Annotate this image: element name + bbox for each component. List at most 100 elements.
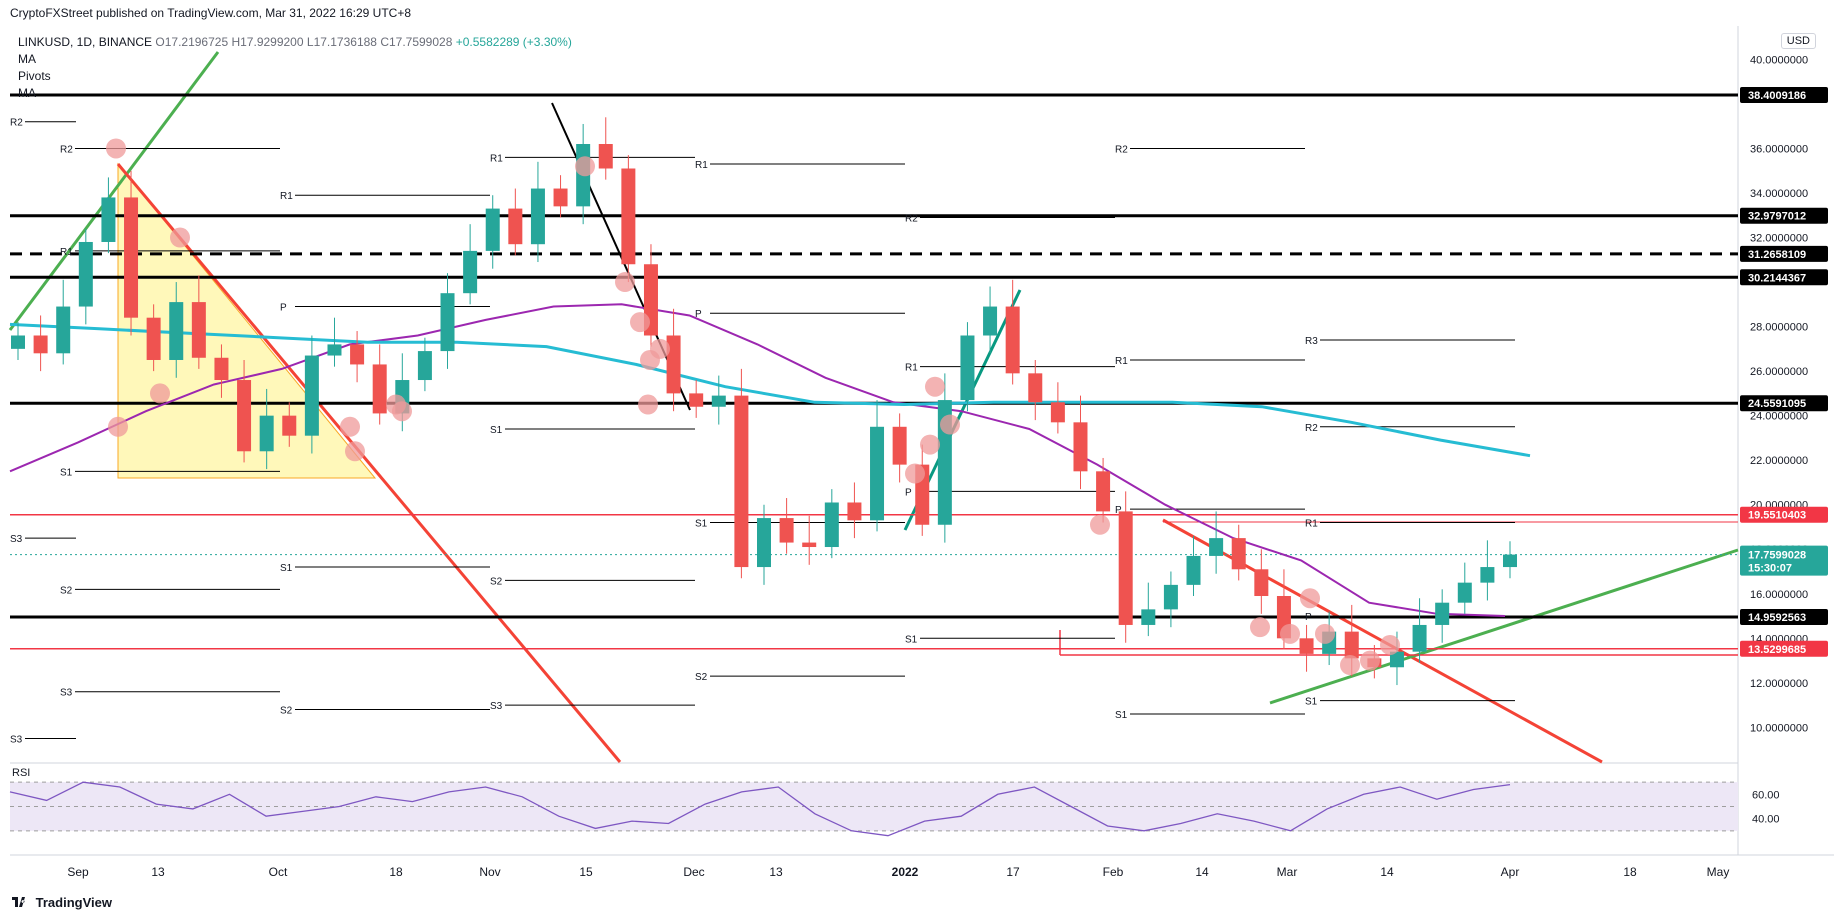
time-tick-label: 18 [1623,865,1637,879]
last-price-tag [1740,545,1828,576]
pivot-label: R1 [60,247,73,258]
candle-body [440,293,455,352]
level-tag-text: 38.4009186 [1748,90,1806,102]
candle-body [1299,638,1314,654]
pivot-label: R2 [905,213,918,224]
green-uptrend-line-left [8,51,220,331]
candle-body [1435,602,1450,625]
pivot-label: S2 [60,585,73,596]
candle-body [1209,538,1224,556]
pivot-label: P [695,309,702,320]
pivot-label: P [280,303,287,314]
candle-body [146,317,161,360]
tradingview-label: TradingView [35,895,112,910]
price-tick-label: 10.0000000 [1750,722,1808,734]
symbol-name[interactable]: LINKUSD, 1D, BINANCE [18,35,153,49]
candle-body [870,426,885,521]
indicator-legend-ma[interactable]: MA [18,52,36,66]
pivot-label: R1 [490,153,503,164]
level-tag-text: 24.5591095 [1748,398,1806,410]
level-tag [1740,245,1828,262]
candle-body [734,395,749,568]
time-tick-label: 18 [389,865,403,879]
level-tag-text: 13.5299685 [1748,644,1806,656]
touch-marker [905,463,925,484]
time-tick-label: 14 [1380,865,1394,879]
pivot-label: S1 [1115,710,1128,721]
level-tag [1740,640,1828,657]
candle-body [214,357,229,381]
touch-marker [1250,617,1270,638]
candle-body [350,344,365,365]
candle-body [757,518,771,568]
pivot-label: S1 [490,425,503,436]
touch-marker [630,312,650,333]
rsi-tick-label: 40.00 [1752,814,1780,826]
candle-body [689,393,704,407]
level-tag-text: 30.2144367 [1748,272,1806,284]
pivot-label: R2 [1115,144,1128,155]
pivot-label: S3 [10,534,23,545]
candle-body [169,302,184,360]
pivot-label: S1 [60,467,73,478]
candle-body [1005,306,1020,374]
candle-body [56,306,71,354]
ohlc-close: C17.7599028 [380,35,453,49]
candle-body [463,250,478,294]
pivot-points: R2 R1 S1 S2 S3 R1 P S1 S2 R1 S1 S2 S3 R1 P S1 S2 R2 R1 P S1 R… [10,118,1515,746]
pivot-label: S1 [695,519,708,530]
indicator-legend-ma-2[interactable]: MA [18,86,36,100]
pivot-label: S3 [10,735,23,746]
candle-body [1096,471,1111,512]
time-tick-label: May [1707,865,1730,879]
candle-body [1503,554,1517,568]
pivot-label: P [1305,612,1312,623]
candle-body [124,197,139,318]
candle-body [1163,584,1178,610]
candle-body [191,302,206,358]
level-tag [1740,207,1828,224]
candle-body [1118,511,1133,625]
time-tick-label: Feb [1103,865,1124,879]
touch-marker [392,401,412,422]
candle-body [78,241,93,307]
touch-marker [1380,634,1400,655]
price-tick-label: 22.0000000 [1750,455,1808,467]
time-axis: Sep 13 Oct 18 Nov 15 Dec 13 2022 17 Feb 14 Mar 14 Apr 1… [67,865,1729,879]
ma-slow-line [9,322,1531,458]
moving-averages [9,303,1531,617]
touch-marker [615,272,635,293]
rsi-pane: 60.00 40.00 [9,781,1780,837]
candle-body [1231,538,1246,570]
level-tag-text: 14.9592563 [1748,612,1806,624]
touch-marker [340,416,360,437]
candle-body [553,188,568,207]
currency-button[interactable]: USD [1780,33,1816,49]
touch-markers [106,138,1400,676]
touch-marker [925,376,945,397]
candle-body [282,415,297,436]
candle-body [1412,624,1427,652]
price-tick-label: 32.0000000 [1750,233,1808,245]
candle-body [1186,555,1201,585]
touch-marker [1340,655,1360,676]
price-tick-label: 24.0000000 [1750,411,1808,423]
candle-body [598,144,613,169]
time-tick-label: 14 [1195,865,1209,879]
level-tag [1740,269,1828,286]
indicator-legend-pivots[interactable]: Pivots [18,69,51,83]
price-tick-label: 12.0000000 [1750,678,1808,690]
candle-body [1457,582,1472,603]
touch-marker [345,441,365,462]
touch-marker [170,227,190,248]
candle-body [33,335,48,354]
touch-marker [575,156,595,177]
countdown-text: 15:30:07 [1748,563,1792,575]
tradingview-logo-icon [12,895,28,907]
rsi-legend[interactable]: RSI [12,767,31,779]
touch-marker [1300,588,1320,609]
tradingview-brand: TradingView [12,895,112,910]
candle-body [530,188,545,245]
pivot-label: S1 [280,563,293,574]
